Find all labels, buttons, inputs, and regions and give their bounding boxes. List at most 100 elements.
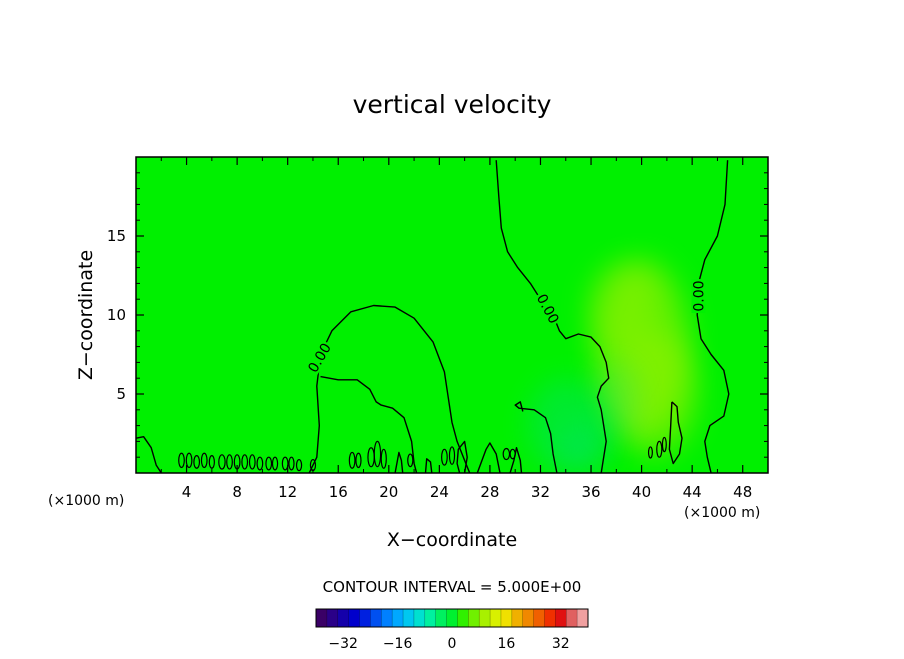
contour-blob-0 [178, 452, 185, 469]
contour-blob-2 [193, 455, 201, 469]
contour-blob-28 [661, 436, 667, 453]
contour-label-2: 0.00 [691, 280, 707, 311]
y-tick-label-10: 10 [107, 306, 126, 324]
colorbar-tick-label-3: 16 [497, 636, 515, 652]
x-tick-label-32: 32 [531, 483, 550, 501]
x-tick-label-4: 4 [182, 483, 192, 501]
contour-blob-6 [226, 454, 233, 470]
contour-blob-13 [281, 456, 289, 471]
colorbar-swatch-7 [392, 609, 404, 627]
contour-blob-17 [348, 451, 356, 469]
contour-line-7 [509, 447, 523, 473]
colorbar-swatch-11 [435, 609, 448, 627]
x-tick-label-8: 8 [232, 483, 242, 501]
x-tick-label-48: 48 [733, 483, 752, 501]
contour-blob-18 [355, 452, 362, 469]
colorbar-swatch-16 [490, 609, 502, 627]
x-tick-label-44: 44 [683, 483, 702, 501]
contour-blob-27 [656, 440, 663, 458]
colorbar-swatch-13 [457, 609, 469, 627]
y-axis: 5 10 15 [107, 172, 768, 458]
contour-label-bg-1 [533, 290, 563, 327]
colorbar-swatch-2 [337, 609, 350, 627]
x-tick-label-40: 40 [632, 483, 651, 501]
contour-line-10 [424, 458, 433, 473]
contour-line-1 [308, 304, 471, 473]
colorbar-swatch-23 [566, 609, 578, 627]
colorbar-frame [315, 608, 589, 628]
colorbar-swatch-1 [326, 609, 339, 627]
contour-interval-note: CONTOUR INTERVAL = 5.000E+00 [323, 578, 582, 596]
colorbar-swatch-24 [577, 609, 589, 627]
contour-blob-22 [407, 453, 414, 468]
x-tick-label-16: 16 [329, 483, 348, 501]
colorbar-swatch-10 [424, 609, 437, 627]
contour-blob-8 [241, 454, 249, 470]
contour-line-3 [495, 160, 610, 473]
contour-blob-4 [208, 455, 215, 469]
colorbar-swatch-17 [500, 609, 513, 627]
x-tick-label-12: 12 [278, 483, 297, 501]
colorbar-swatch-20 [533, 609, 545, 627]
colorbar-swatch-15 [479, 609, 491, 627]
contour-blob-1 [185, 452, 193, 469]
contour-line-9 [456, 440, 468, 473]
cool-region-1 [559, 425, 610, 473]
x-unit-left: (×1000 m) [48, 493, 124, 509]
contour-blob-23 [441, 448, 448, 466]
colorbar-swatch-22 [555, 609, 567, 627]
contour-line-2 [320, 375, 418, 473]
y-axis-title: Z−coordinate [75, 250, 97, 380]
contour-line-6 [514, 401, 558, 473]
chart-title: vertical velocity [353, 90, 552, 119]
plot-area: 0.000.00 0.00 [135, 156, 769, 474]
colorbar-swatch-9 [413, 609, 426, 627]
contour-blob-14 [288, 456, 295, 471]
colorbar-tick-label-4: 32 [552, 636, 570, 652]
contour-blob-3 [200, 452, 208, 469]
colorbar-tick-label-0: −32 [328, 636, 358, 652]
x-tick-label-20: 20 [379, 483, 398, 501]
contour-blob-9 [248, 454, 256, 470]
contour-blob-26 [509, 448, 516, 460]
contour-line-0 [136, 436, 162, 473]
contour-blob-29 [647, 446, 653, 459]
contour-blob-15 [295, 458, 303, 472]
x-axis: 4 8 12 16 20 24 28 32 36 40 44 48 [160, 157, 752, 501]
contour-blob-5 [218, 454, 226, 470]
colorbar-swatch-8 [403, 609, 415, 627]
x-unit-right: (×1000 m) [684, 505, 760, 521]
contour-label-bg-0 [304, 339, 334, 376]
contour-blob-10 [256, 456, 264, 471]
contour-blob-20 [373, 440, 382, 468]
colorbar-swatch-4 [359, 609, 371, 627]
contour-blob-24 [448, 446, 456, 465]
y-tick-label-15: 15 [107, 227, 126, 245]
x-tick-label-24: 24 [430, 483, 449, 501]
y-tick-label-5: 5 [116, 385, 126, 403]
colorbar-swatch-6 [381, 609, 393, 627]
colorbar: −32 −16 0 16 32 [315, 608, 589, 652]
colorbar-swatch-12 [446, 609, 458, 627]
contour-line-11 [394, 451, 404, 473]
colorbar-swatch-0 [316, 609, 328, 627]
contour-line-5 [668, 401, 683, 465]
contour-line-8 [476, 442, 501, 473]
contour-line-4 [696, 160, 730, 473]
colorbar-swatch-21 [544, 609, 556, 627]
contour-blob-12 [271, 456, 279, 471]
colorbar-swatch-5 [370, 609, 382, 627]
contour-label-bg-2 [691, 279, 706, 314]
colorbar-swatch-3 [348, 609, 361, 627]
colorbar-swatch-14 [468, 609, 480, 627]
colorbar-swatch-18 [511, 609, 524, 627]
contour-blob-25 [502, 447, 511, 461]
contour-blob-11 [265, 456, 273, 471]
x-tick-label-36: 36 [581, 483, 600, 501]
field-shading [527, 259, 699, 473]
warm-region-2 [587, 262, 659, 352]
x-tick-label-28: 28 [480, 483, 499, 501]
colorbar-tick-label-2: 0 [448, 636, 457, 652]
colorbar-swatch-19 [522, 609, 535, 627]
